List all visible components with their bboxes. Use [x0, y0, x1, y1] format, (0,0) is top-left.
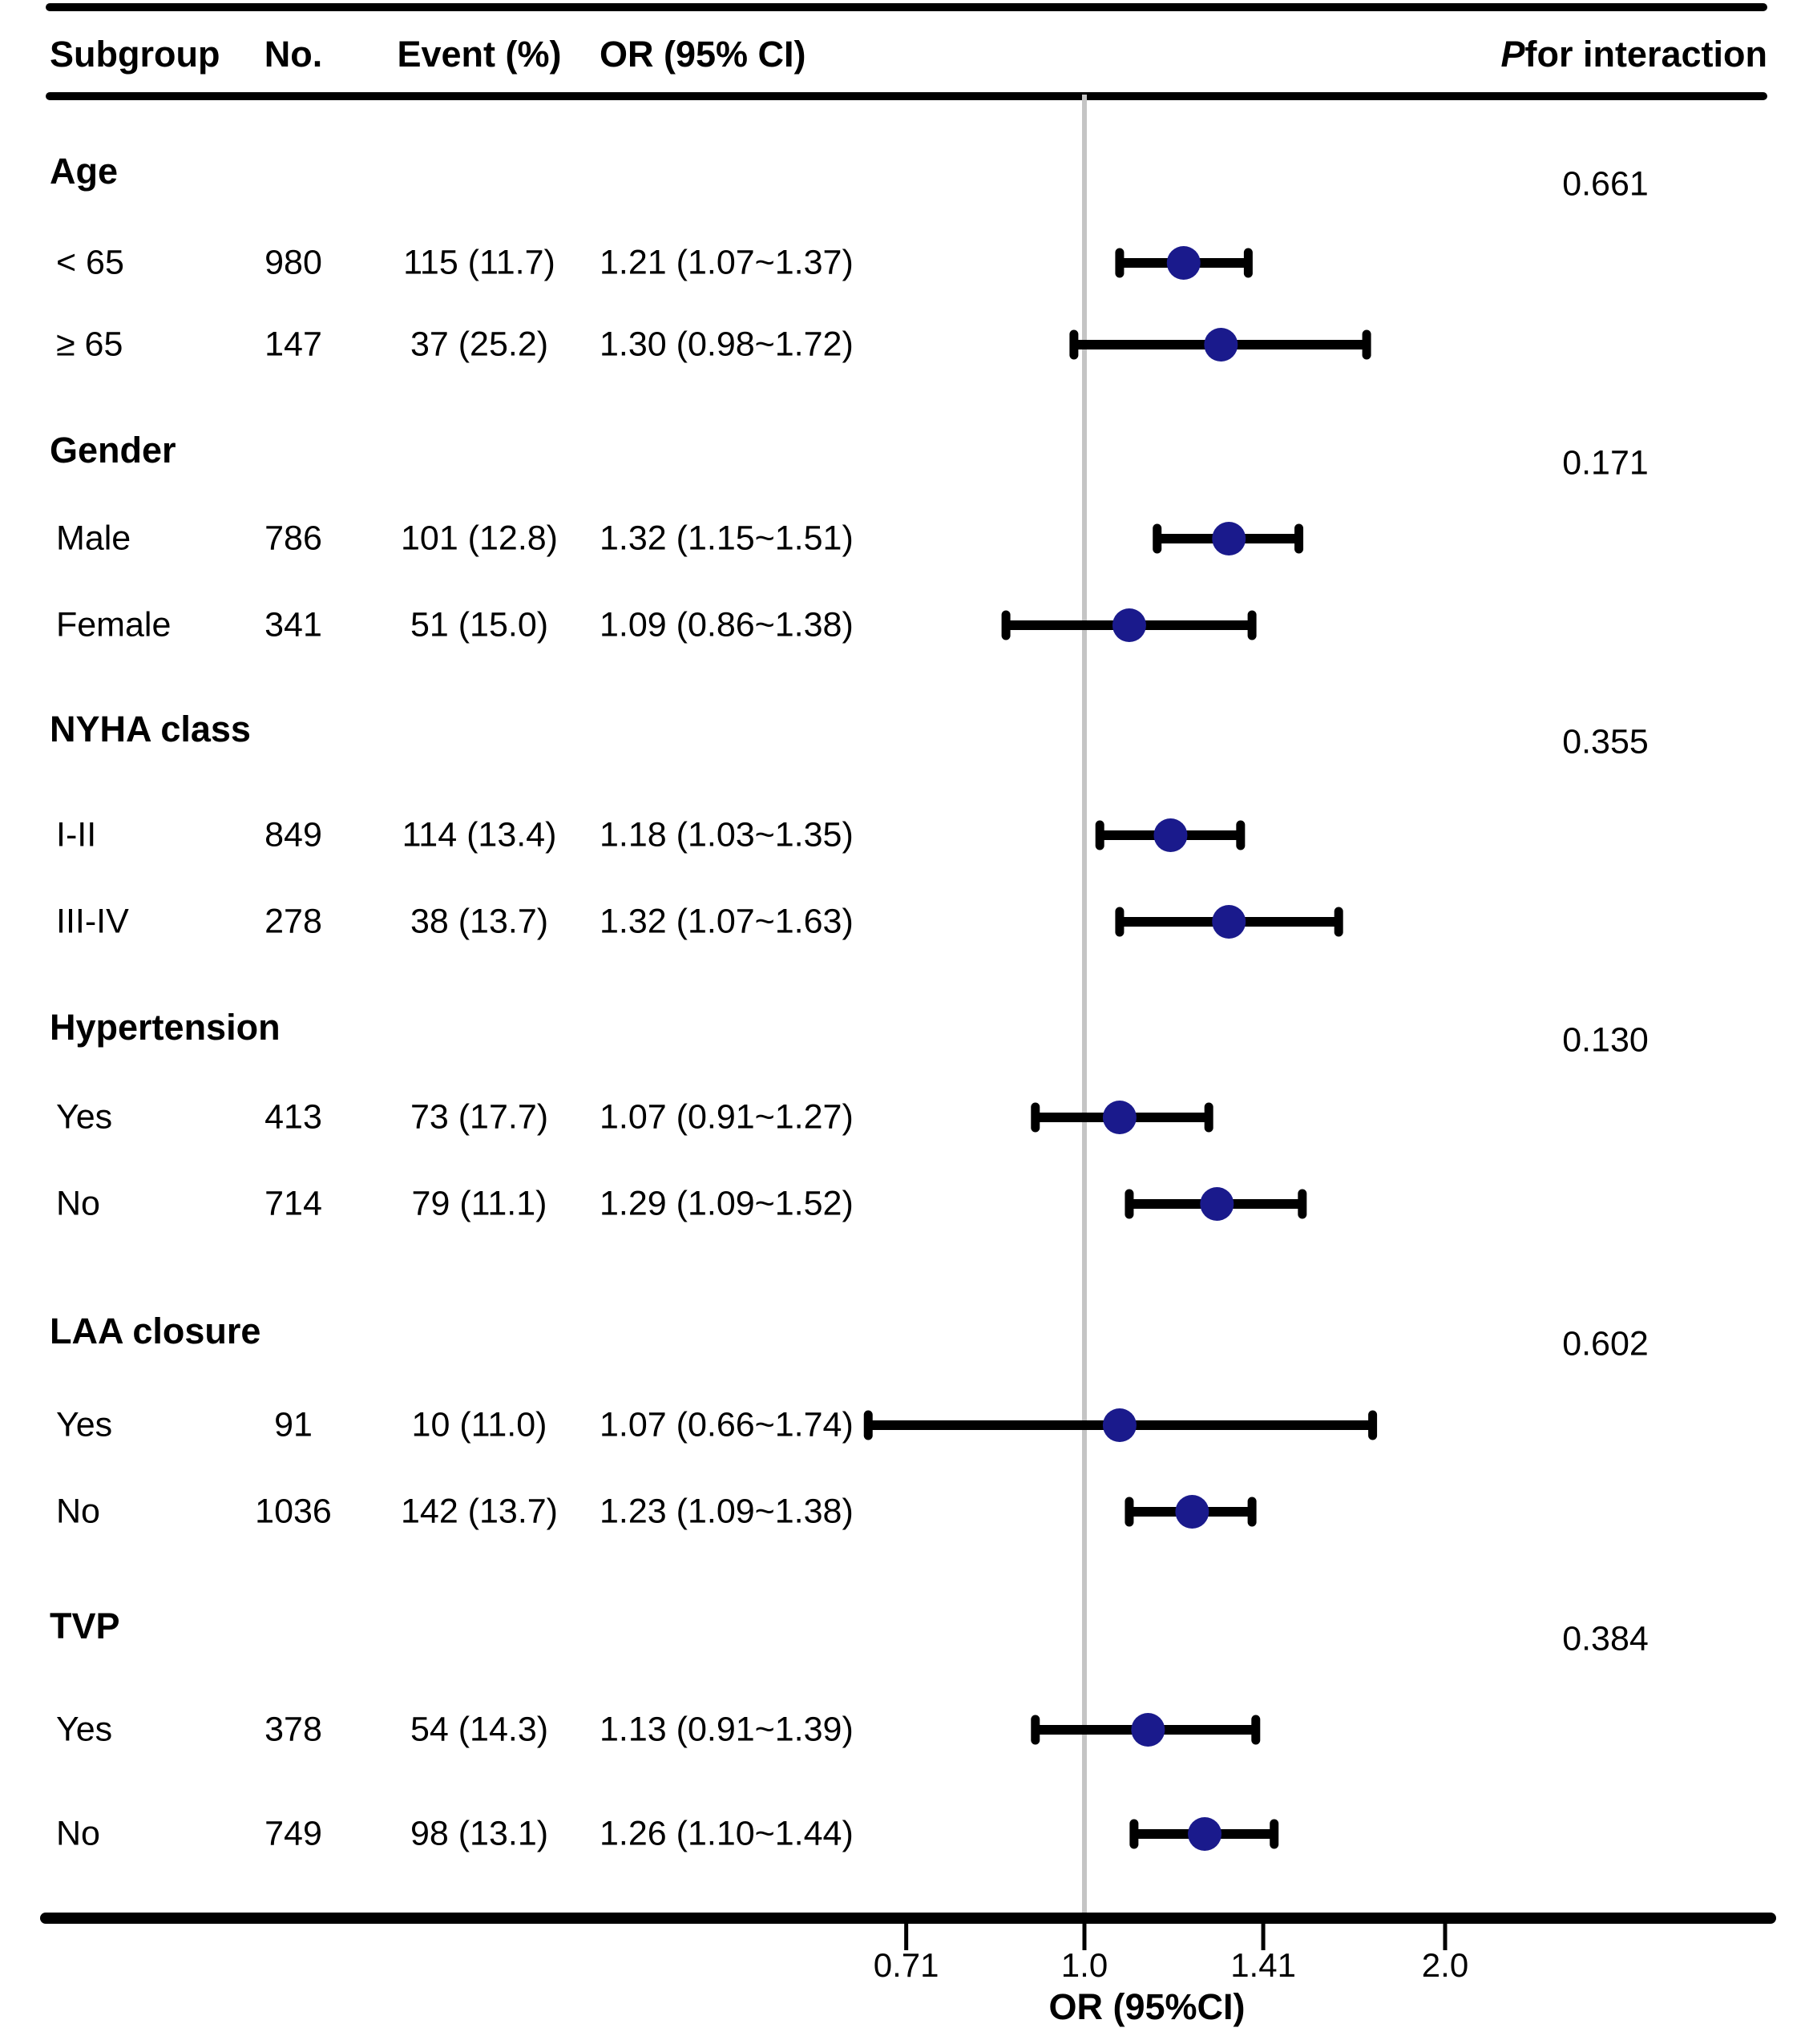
- x-axis-tick-label: 1.0: [1060, 1946, 1108, 1984]
- event-value: 115 (11.7): [403, 243, 555, 282]
- event-value: 73 (17.7): [410, 1097, 549, 1137]
- n-value: 1036: [255, 1492, 332, 1531]
- or-marker: [1212, 905, 1246, 939]
- n-value: 278: [264, 902, 322, 941]
- event-value: 37 (25.2): [410, 325, 549, 364]
- subgroup-label: I-II: [56, 815, 97, 854]
- subgroup-label: Female: [56, 605, 172, 644]
- n-value: 980: [264, 243, 322, 282]
- event-value: 10 (11.0): [411, 1405, 547, 1444]
- subgroup-label: No: [56, 1492, 100, 1531]
- subgroup-label: Yes: [56, 1405, 113, 1444]
- subgroup-label: ≥ 65: [56, 325, 123, 364]
- or-marker: [1212, 522, 1246, 555]
- or-marker: [1200, 1187, 1234, 1221]
- subgroup-label: No: [56, 1184, 100, 1223]
- top-rule: [46, 3, 1767, 11]
- p-header-rest: for interaction: [1524, 34, 1767, 75]
- subgroup-label: Yes: [56, 1097, 113, 1137]
- p-interaction-value: 0.602: [1562, 1324, 1649, 1363]
- x-axis-tick-label: 2.0: [1421, 1946, 1469, 1984]
- n-value: 714: [264, 1184, 322, 1223]
- event-value: 38 (13.7): [410, 902, 549, 941]
- column-header-no: No.: [264, 34, 323, 75]
- event-value: 114 (13.4): [402, 815, 557, 854]
- or-marker: [1102, 1408, 1137, 1442]
- n-value: 413: [264, 1097, 322, 1137]
- p-interaction-value: 0.171: [1562, 443, 1649, 483]
- subgroup-label: < 65: [56, 243, 124, 282]
- or-ci-text: 1.07 (0.66~1.74): [600, 1405, 854, 1444]
- event-value: 142 (13.7): [400, 1492, 559, 1531]
- subgroup-label: Male: [56, 519, 131, 558]
- or-marker: [1153, 818, 1188, 852]
- n-value: 749: [264, 1814, 322, 1853]
- subgroup-label: III-IV: [56, 902, 129, 941]
- p-header-italic: P: [1500, 34, 1525, 75]
- header-divider-rule: [46, 92, 1767, 100]
- section-label: TVP: [50, 1606, 120, 1646]
- event-value: 98 (13.1): [410, 1814, 549, 1853]
- or-ci-text: 1.09 (0.86~1.38): [600, 605, 854, 644]
- column-header-p-interaction: P for interaction: [1500, 34, 1767, 75]
- subgroup-label: No: [56, 1814, 100, 1853]
- or-marker: [1112, 608, 1146, 642]
- or-ci-text: 1.29 (1.09~1.52): [600, 1184, 854, 1223]
- or-ci-text: 1.32 (1.07~1.63): [600, 902, 854, 941]
- or-ci-text: 1.30 (0.98~1.72): [600, 325, 854, 364]
- p-interaction-value: 0.661: [1562, 164, 1649, 204]
- p-interaction-value: 0.384: [1562, 1619, 1649, 1658]
- subgroup-label: Yes: [56, 1710, 113, 1749]
- or-marker: [1188, 1817, 1222, 1851]
- section-label: LAA closure: [50, 1311, 261, 1351]
- section-label: NYHA class: [50, 709, 251, 749]
- n-value: 147: [264, 325, 322, 364]
- section-label: Hypertension: [50, 1007, 281, 1048]
- p-interaction-value: 0.130: [1562, 1020, 1649, 1060]
- or-ci-text: 1.21 (1.07~1.37): [600, 243, 854, 282]
- or-ci-text: 1.26 (1.10~1.44): [600, 1814, 854, 1853]
- event-value: 101 (12.8): [400, 519, 559, 558]
- n-value: 378: [264, 1710, 322, 1749]
- event-value: 79 (11.1): [411, 1184, 547, 1223]
- or-ci-text: 1.13 (0.91~1.39): [600, 1710, 854, 1749]
- x-axis-title: OR (95%CI): [1048, 1986, 1246, 2027]
- column-header-subgroup: Subgroup: [50, 34, 220, 75]
- event-value: 54 (14.3): [410, 1710, 549, 1749]
- p-interaction-value: 0.355: [1562, 722, 1649, 761]
- or-marker: [1204, 328, 1238, 362]
- or-ci-text: 1.23 (1.09~1.38): [600, 1492, 854, 1531]
- n-value: 341: [264, 605, 322, 644]
- event-value: 51 (15.0): [410, 605, 549, 644]
- or-marker: [1166, 246, 1201, 280]
- or-marker: [1175, 1495, 1209, 1529]
- or-marker: [1102, 1101, 1137, 1134]
- or-marker: [1131, 1713, 1165, 1747]
- n-value: 786: [264, 519, 322, 558]
- column-header-event: Event (%): [397, 34, 562, 75]
- or-ci-text: 1.07 (0.91~1.27): [600, 1097, 854, 1137]
- n-value: 849: [264, 815, 322, 854]
- column-header-or-ci: OR (95% CI): [600, 34, 806, 75]
- x-axis-tick-label: 0.71: [873, 1946, 939, 1984]
- section-label: Gender: [50, 430, 176, 471]
- x-axis-tick-label: 1.41: [1230, 1946, 1296, 1984]
- or-ci-text: 1.32 (1.15~1.51): [600, 519, 854, 558]
- n-value: 91: [274, 1405, 313, 1444]
- section-label: Age: [50, 151, 119, 192]
- or-ci-text: 1.18 (1.03~1.35): [600, 815, 854, 854]
